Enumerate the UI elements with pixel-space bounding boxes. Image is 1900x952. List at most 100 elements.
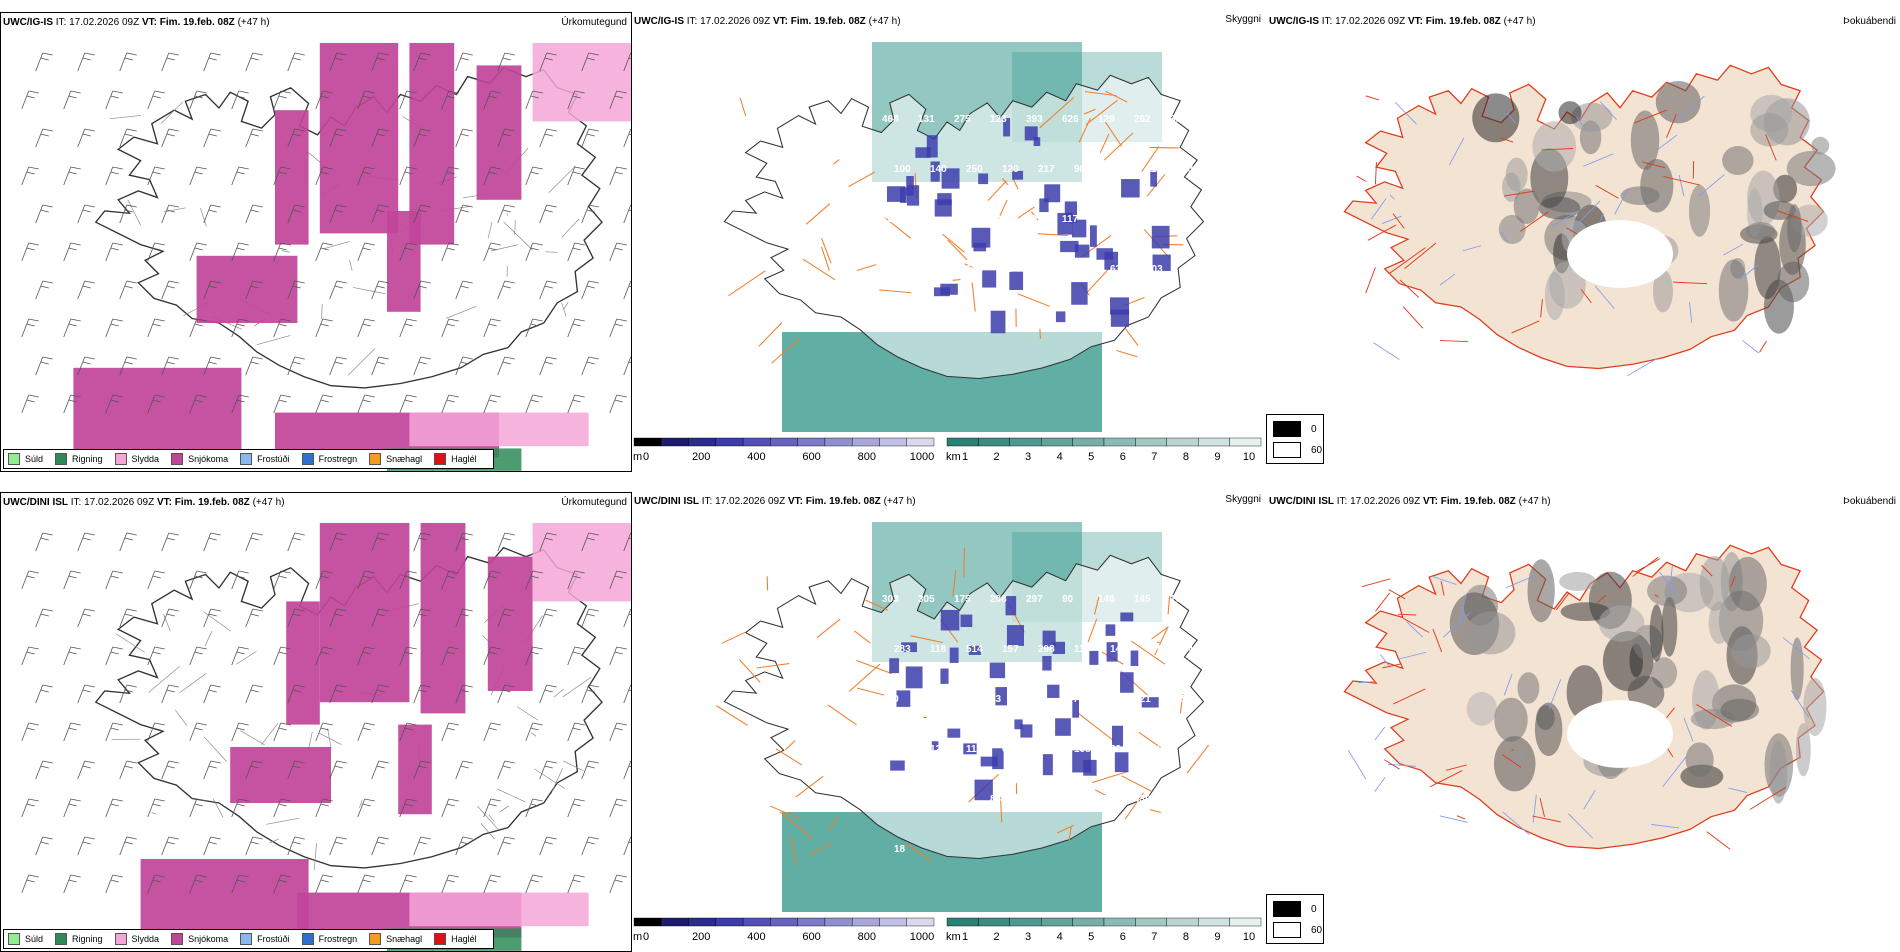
ceiling-value-label: 208 [990,594,1007,605]
ceiling-value-label: 250 [882,694,899,705]
ceiling-colorbar-cell [907,918,934,926]
ceiling-colorbar-cell [689,438,716,446]
ceiling-value-label: 194 [966,264,983,275]
ceiling-colorbar-cell [907,438,934,446]
precip-type-map [1,493,632,952]
ceiling-colorbar-cell [634,438,661,446]
ceiling-value-label: 626 [1062,114,1079,125]
ceiling-colorbar-cell [661,438,688,446]
fog-scale-legend: 0 60 [1266,894,1324,944]
legend-swatch [115,453,127,465]
legend-item: Frostregn [302,933,358,945]
legend-swatch [302,933,314,945]
ceiling-value-label: 33 [882,314,894,325]
fog-scale-max-swatch [1273,442,1301,458]
ceiling-value-label: 259 [930,264,947,275]
visibility-colorbar-cell [1073,918,1104,926]
visibility-colorbar-cell [1104,438,1135,446]
ceiling-value-label: 18 [894,844,906,855]
visibility-colorbar-tick: 9 [1214,931,1220,943]
ceiling-value-label: 307 [1062,694,1079,705]
ceiling-value-label: 140 [1110,644,1127,655]
visibility-colorbar-tick: 8 [1183,931,1189,943]
visibility-colorbar-cell [947,918,978,926]
ceiling-value-label: 333 [1170,114,1187,125]
legend-item: Rigning [55,453,103,465]
ceiling-colorbar-cell [825,918,852,926]
ceiling-value-label: 31 [1110,164,1122,175]
visibility-colorbar-tick: 8 [1183,451,1189,463]
fog-scale-min-label: 0 [1311,904,1317,915]
legend-item: Frostúði [240,933,290,945]
ceiling-value-label: 152 [1170,214,1187,225]
ceiling-colorbar-unit: m [633,451,642,463]
legend-label: Haglél [451,454,477,464]
ceiling-value-label: 19 [1002,264,1014,275]
ceiling-colorbar-cell [770,918,797,926]
visibility-colorbar-cell [1230,918,1261,926]
visibility-colorbar-cell [1010,918,1041,926]
visibility-colorbar-tick: 2 [993,451,999,463]
ceiling-value-label: 991 [1026,794,1043,805]
visibility-colorbar-tick: 1 [962,931,968,943]
ceiling-colorbar-tick: 0 [643,931,649,943]
ceiling-value-label: 120 [894,744,911,755]
ceiling-value-label: 109 [1146,744,1163,755]
legend-item: Haglél [434,933,477,945]
legend-swatch [434,453,446,465]
ceiling-value-label: 140 [930,164,947,175]
visibility-colorbar-tick: 6 [1120,451,1126,463]
visibility-colorbar-cell [1135,438,1166,446]
fog-scale-min-swatch [1273,901,1301,917]
ceiling-value-label: 76 [954,794,966,805]
visibility-colorbar-cell [978,438,1009,446]
ceiling-value-label: 173 [918,694,935,705]
ceiling-colorbar-tick: 200 [692,931,710,943]
legend-label: Snjókoma [188,454,228,464]
ceiling-value-label: 123 [990,114,1007,125]
ceiling-colorbar-tick: 1000 [910,931,934,943]
fog-panel: UWC/DINI ISL IT: 17.02.2026 09Z VT: Fim.… [1267,492,1900,952]
visibility-colorbar-tick: 3 [1025,931,1031,943]
ceiling-value-label: 116 [1146,164,1163,175]
ceiling-colorbar-tick: 0 [643,451,649,463]
legend-item: Slydda [115,453,160,465]
visibility-colorbar-tick: 7 [1151,451,1157,463]
ceiling-value-label: 392 [1062,794,1079,805]
ceiling-value-label: 188 [1182,164,1199,175]
ceiling-value-label: 145 [1134,594,1151,605]
ceiling-value-label: 168 [1170,594,1187,605]
ceiling-value-label: 349 [894,264,911,275]
legend-label: Frostúði [257,934,290,944]
visibility-colorbar-tick: 1 [962,451,968,463]
fog-scale-min-row: 0 [1273,901,1317,917]
legend-item: Slydda [115,933,160,945]
visibility-colorbar-cell [947,438,978,446]
legend-label: Rigning [72,934,103,944]
ceiling-value-label: 146 [1098,594,1115,605]
legend-label: Frostúði [257,454,290,464]
legend-item: Snæhagl [369,933,422,945]
visibility-colorbar-tick: 10 [1243,451,1255,463]
ceiling-value-label: 439 [1134,794,1151,805]
ceiling-value-label: 93 [1134,214,1146,225]
ceiling-colorbar-cell [634,918,661,926]
legend-label: Haglél [451,934,477,944]
ceiling-value-label: 514 [966,644,983,655]
ceiling-value-label: 192 [990,214,1007,225]
fog-scale-max-row: 60 [1273,922,1322,938]
fog-scale-min-label: 0 [1311,424,1317,435]
legend-label: Snjókoma [188,934,228,944]
legend-swatch [8,933,20,945]
ceiling-value-label: 262 [1134,114,1151,125]
ceiling-value-label: 121 [1134,694,1151,705]
legend-swatch [240,453,252,465]
legend-swatch [55,933,67,945]
visibility-colorbar-tick: 4 [1057,451,1063,463]
